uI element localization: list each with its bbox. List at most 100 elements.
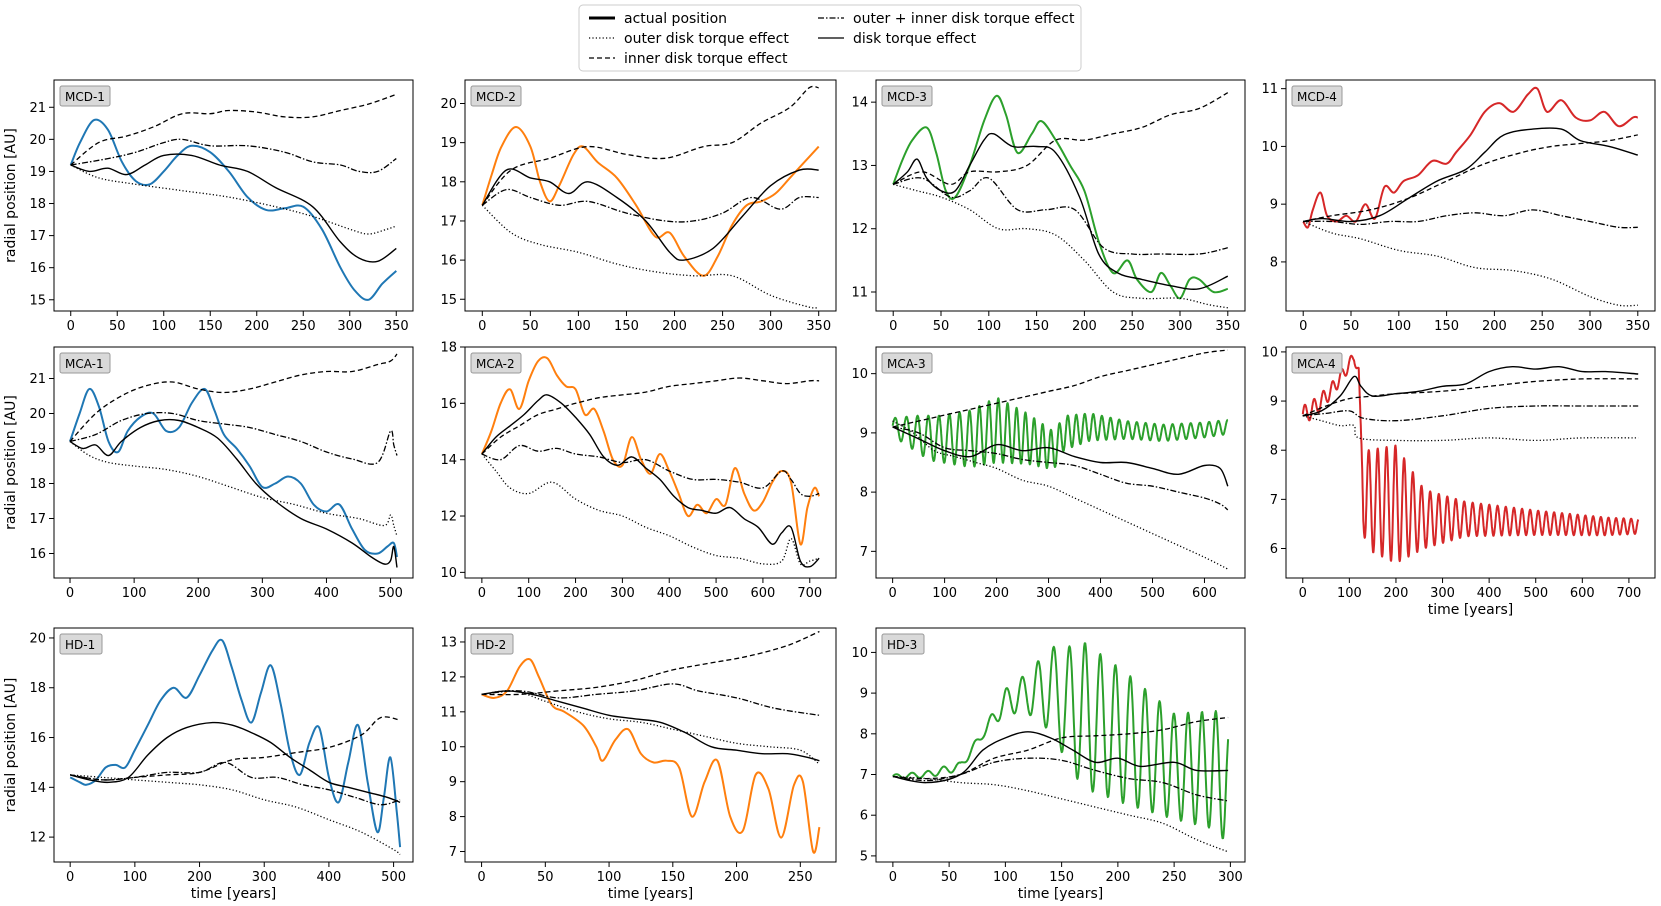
panel-title: MCA-4 (1297, 357, 1336, 371)
panel-title: MCD-3 (887, 90, 927, 104)
y-tick-label: 9 (1270, 198, 1278, 213)
panel-mcd-3: 0 50 100 150 200 250 300 350 11 12 13 14 MCD-3 (851, 79, 1246, 334)
y-tick-label: 14 (851, 96, 868, 111)
x-tick-label: 100 (566, 319, 591, 334)
series-inner-disk-torque-effect-line (69, 353, 398, 442)
x-tick-label: 300 (1168, 319, 1193, 334)
x-tick-label: 200 (563, 586, 588, 601)
y-axis-label: radial position [AU] (3, 128, 19, 263)
panel-title-badge (59, 85, 111, 107)
y-tick-label: 21 (29, 101, 46, 116)
x-tick-label: 300 (1036, 586, 1061, 601)
x-tick-label: 200 (187, 870, 212, 885)
y-tick-label: 9 (860, 426, 868, 441)
x-tick-label: 600 (751, 586, 776, 601)
x-tick-label: 400 (1477, 586, 1502, 601)
panel-title-badge (59, 352, 111, 374)
panel-title: MCD-1 (65, 90, 105, 104)
y-tick-label: 16 (440, 397, 457, 412)
series-group-mcd-1 (69, 93, 397, 301)
x-tick-label: 100 (122, 586, 147, 601)
series-outer-inner-disk-torque-effect-line (1303, 209, 1638, 229)
y-tick-label: 19 (440, 136, 457, 151)
y-tick-label: 9 (449, 775, 457, 790)
panel-mcd-2: 0 50 100 150 200 250 300 350 15 16 17 18 19 20 MCD-2 (440, 79, 837, 334)
x-tick-label: 600 (1192, 586, 1217, 601)
x-tick-label: 700 (797, 586, 822, 601)
legend-label-actual: actual position (624, 11, 727, 27)
y-tick-label: 7 (860, 545, 868, 560)
series-group-mca-4 (1301, 354, 1640, 563)
y-tick-label: 8 (1270, 255, 1278, 270)
series-group-hd-1 (69, 638, 402, 856)
x-tick-label: 500 (1523, 586, 1548, 601)
x-tick-label: 200 (1384, 586, 1409, 601)
panel-title-badge (470, 352, 522, 374)
y-tick-label: 13 (440, 635, 457, 650)
y-tick-label: 8 (449, 810, 457, 825)
series-disk-torque-effect-line (481, 690, 820, 762)
x-tick-label: 100 (516, 586, 541, 601)
axes-frame (875, 346, 1246, 579)
x-tick-label: 200 (662, 319, 687, 334)
y-tick-label: 16 (29, 261, 46, 276)
x-tick-label: 500 (378, 586, 403, 601)
y-tick-label: 15 (440, 293, 457, 308)
x-tick-label: 300 (252, 870, 277, 885)
panel-grid: 0 50 100 150 200 250 300 35015161718192021MCD-1… (3, 79, 1656, 902)
panel-title-badge (470, 633, 514, 655)
series-outer-inner-disk-torque-effect-line (481, 683, 820, 716)
y-tick-label: 7 (449, 845, 457, 860)
series-group-mcd-3 (892, 92, 1229, 309)
y-tick-label: 18 (29, 197, 46, 212)
x-tick-label: 50 (941, 870, 958, 885)
panel-title-badge (881, 352, 933, 374)
x-axis-label: time [years] (608, 886, 694, 902)
y-axis-label: radial position [AU] (3, 395, 19, 530)
y-tick-label: 10 (851, 646, 868, 661)
x-tick-label: 200 (186, 586, 211, 601)
y-tick-label: 10 (851, 367, 868, 382)
x-tick-label: 400 (314, 586, 339, 601)
x-tick-label: 100 (1386, 319, 1411, 334)
y-tick-label: 19 (29, 165, 46, 180)
panel-hd-1: 0 100 200 300 400 500 12 14 16 18 20 HD-1 time [year… (3, 627, 414, 902)
x-tick-label: 250 (1120, 319, 1145, 334)
series-outer-disk-torque-effect-line (1302, 220, 1638, 307)
y-tick-label: 11 (440, 705, 457, 720)
panel-title: MCA-3 (887, 357, 926, 371)
y-tick-label: 20 (29, 407, 46, 422)
y-tick-label: 5 (860, 849, 868, 864)
axes-frame (464, 79, 837, 312)
panel-title: MCA-1 (65, 357, 104, 371)
x-tick-label: 200 (984, 586, 1009, 601)
series-inner-disk-torque-effect-line (70, 716, 401, 781)
legend: actual position outer disk torque effect… (578, 4, 1082, 72)
series-outer-inner-disk-torque-effect-line (481, 444, 820, 497)
series-disk-torque-effect-line (70, 721, 401, 803)
x-tick-label: 150 (614, 319, 639, 334)
panel-mcd-4: 0 50 100 150 200 250 300 350 8 9 10 11 MCD-4 (1261, 79, 1656, 334)
y-tick-label: 9 (860, 687, 868, 702)
panel-mca-4: 0 100 200 300 400 500 600 700 6 7 8 9 10 MCA-4 time [y… (1261, 345, 1656, 618)
x-tick-label: 500 (704, 586, 729, 601)
x-axis-label: time [years] (1428, 602, 1514, 618)
y-tick-label: 11 (1261, 82, 1278, 97)
y-tick-label: 12 (440, 510, 457, 525)
series-outer-disk-torque-effect-line (1302, 415, 1639, 442)
panel-mca-1: 0 100 200 300 400 500 16 17 18 19 20 21 MCA-1 radial … (3, 346, 414, 601)
x-tick-label: 600 (1570, 586, 1595, 601)
x-tick-label: 100 (597, 870, 622, 885)
x-tick-label: 150 (660, 870, 685, 885)
series-outer-disk-torque-effect-line (70, 164, 397, 235)
series-inner-disk-torque-effect-line (481, 377, 820, 455)
series-outer-disk-torque-effect-line (892, 420, 1229, 570)
x-tick-label: 0 (888, 586, 896, 601)
x-tick-label: 500 (381, 870, 406, 885)
y-tick-label: 10 (440, 740, 457, 755)
series-actual-position-line (481, 658, 821, 854)
y-tick-label: 12 (29, 831, 46, 846)
series-inner-disk-torque-effect-line (892, 349, 1228, 428)
series-outer-inner-disk-torque-effect-line (892, 757, 1229, 802)
